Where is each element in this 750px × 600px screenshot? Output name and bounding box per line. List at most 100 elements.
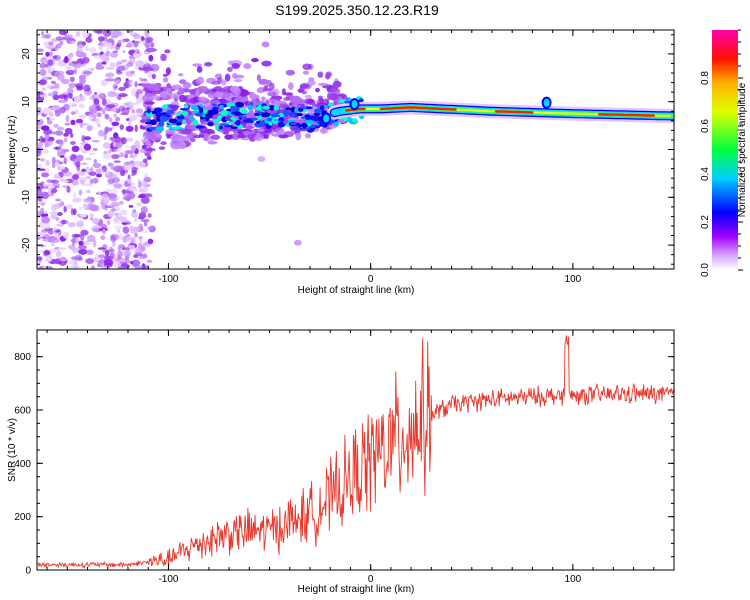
spectrogram-noise-blob	[118, 86, 126, 91]
spectrogram-band-blob	[251, 58, 259, 63]
spectrogram-noise-blob	[126, 137, 134, 142]
spectrogram-noise-blob	[55, 216, 60, 222]
spectrogram-noise-blob	[124, 153, 129, 159]
spectrogram-noise-blob	[39, 62, 47, 69]
spectrogram-noise-blob	[121, 59, 128, 63]
spectrogram-noise-blob	[67, 69, 76, 73]
spectrogram-noise-blob	[120, 112, 129, 116]
spectrogram-noise-blob	[105, 171, 110, 176]
spectrogram-core-blob	[151, 110, 157, 115]
spectrogram-noise-blob	[68, 54, 74, 59]
spectrogram-noise-blob	[86, 125, 92, 132]
spectrogram-noise-blob	[116, 229, 121, 233]
spectrogram-noise-blob	[70, 207, 74, 216]
snr-x-axis-title: Height of straight line (km)	[298, 584, 415, 595]
colorbar-tick-label: 0.6	[700, 119, 711, 133]
spectrogram-noise-blob	[131, 109, 135, 114]
spectrogram-band-blob	[158, 146, 166, 150]
spectrogram-noise-blob	[91, 217, 100, 224]
spectrogram-core-blob	[238, 124, 244, 129]
spectrogram-core-blob	[268, 105, 276, 111]
spectrogram-noise-blob	[102, 165, 107, 173]
spectrogram-noise-blob	[143, 60, 149, 66]
spectrogram-noise-blob	[52, 94, 60, 101]
spectrogram-noise-blob	[39, 135, 44, 144]
spectrogram-core-blob	[282, 109, 290, 116]
spectrogram-noise-blob	[140, 196, 150, 204]
spectrogram-noise-blob	[75, 118, 84, 124]
spectrogram-noise-blob	[144, 193, 153, 198]
spectrogram-core-blob	[198, 107, 204, 113]
spectrogram-noise-blob	[78, 240, 84, 246]
spectrogram-noise-blob	[119, 39, 126, 44]
spectrogram-core-blob	[273, 118, 279, 122]
spectrogram-noise-blob	[134, 48, 140, 54]
spectrogram-core-blob	[209, 109, 219, 115]
spectrogram-noise-blob	[107, 210, 115, 218]
spectrogram-noise-blob	[37, 147, 42, 155]
spectrogram-noise-blob	[42, 236, 47, 240]
snr-panel: -100 0 100 0 200 400 600 800 Height of straight…	[7, 329, 675, 595]
spectrogram-noise-blob	[132, 152, 136, 161]
spectrogram-noise-blob	[113, 160, 122, 163]
spectrogram-noise-blob	[45, 51, 50, 57]
spectrogram-core-blob	[195, 125, 205, 129]
spectrogram-core-blob	[319, 105, 325, 111]
spectrogram-noise-blob	[132, 226, 141, 233]
spectrogram-noise-blob	[140, 119, 146, 123]
spectrogram-band-blob	[283, 92, 294, 96]
spectrogram-noise-blob	[127, 119, 132, 127]
spectrogram-core-blob	[172, 126, 182, 130]
spectrogram-noise-blob	[50, 242, 55, 247]
spectrogram-noise-blob	[75, 160, 81, 168]
spectrogram-noise-blob	[137, 195, 145, 199]
spectrogram-noise-blob	[59, 151, 66, 155]
spectrogram-noise-blob	[73, 68, 78, 75]
spectrogram-noise-blob	[85, 258, 95, 264]
spectrogram-x-tick-label: 0	[368, 274, 374, 285]
spectrogram-noise-blob	[56, 223, 65, 227]
spectrogram-noise-blob	[89, 213, 95, 218]
spectrogram-noise-blob	[41, 93, 48, 99]
spectrogram-band-blob	[164, 49, 171, 54]
spectrogram-noise-blob	[60, 148, 70, 153]
spectrogram-noise-blob	[37, 125, 42, 129]
spectrogram-noise-blob	[119, 124, 124, 130]
spectrogram-core-blob	[190, 105, 199, 111]
spectrogram-band-blob	[195, 89, 200, 97]
spectrogram-noise-blob	[105, 51, 110, 57]
spectrogram-core-blob	[257, 114, 263, 120]
spectrogram-band-blob	[203, 62, 213, 67]
spectrogram-noise-blob	[76, 85, 84, 91]
spectrogram-noise-blob	[111, 146, 119, 150]
spectrogram-band-blob	[185, 124, 192, 130]
spectrogram-band-blob	[151, 73, 156, 80]
spectrogram-band-blob	[278, 103, 289, 109]
spectrogram-noise-blob	[53, 226, 57, 232]
spectrogram-noise-blob	[44, 133, 50, 140]
spectrogram-band-blob	[288, 82, 294, 91]
spectrogram-noise-blob	[39, 265, 44, 269]
spectrogram-band-blob	[285, 69, 296, 76]
spectrogram-band-blob	[165, 67, 171, 76]
spectrogram-noise-blob	[118, 233, 124, 241]
spectrogram-noise-blob	[107, 162, 115, 168]
spectrogram-noise-blob	[70, 111, 76, 115]
spectrogram-core-blob	[224, 117, 231, 121]
spectrogram-noise-blob	[37, 92, 41, 96]
spectrogram-noise-blob	[119, 258, 127, 263]
spectrogram-noise-blob	[52, 55, 58, 59]
spectrogram-band-blob	[325, 72, 331, 80]
spectrogram-noise-blob	[126, 61, 134, 68]
spectrogram-noise-blob	[76, 170, 86, 176]
spectrogram-noise-blob	[115, 196, 121, 200]
spectrogram-noise-blob	[97, 36, 105, 42]
spectrogram-band-blob	[224, 134, 233, 140]
spectrogram-noise-blob	[124, 249, 132, 257]
spectrogram-noise-blob	[113, 225, 123, 230]
spectrogram-band-blob	[193, 135, 201, 139]
spectrogram-noise-blob	[59, 154, 65, 158]
spectrogram-noise-blob	[129, 160, 135, 165]
spectrogram-noise-blob	[37, 250, 44, 253]
spectrogram-core-blob	[358, 98, 364, 102]
